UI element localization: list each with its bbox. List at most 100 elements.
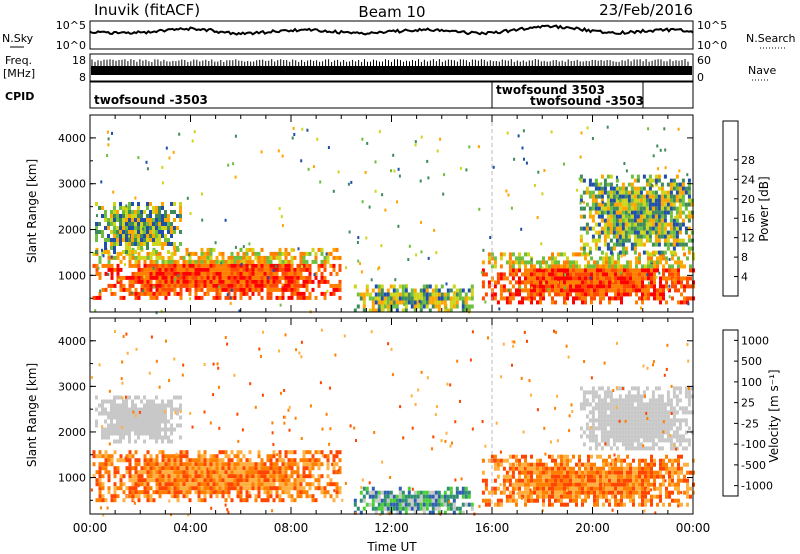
power-cell [191, 271, 195, 276]
power-cell [167, 287, 171, 292]
velocity-cell [335, 482, 339, 487]
power-cell [245, 279, 249, 284]
velocity-cell [290, 470, 294, 475]
velocity-cell [600, 410, 604, 415]
power-cell [227, 287, 231, 292]
power-cell [678, 169, 681, 173]
velocity-cell [591, 438, 595, 443]
power-cell [116, 238, 119, 242]
power-cell [306, 128, 309, 132]
velocity-cell [131, 466, 135, 471]
power-cell [587, 292, 590, 297]
velocity-cell [122, 498, 126, 503]
power-cell [449, 304, 453, 309]
velocity-cell [188, 462, 192, 467]
velocity-cell [227, 494, 231, 499]
velocity-cell [590, 466, 593, 471]
power-cell [566, 256, 569, 261]
power-cell [666, 222, 670, 227]
velocity-cell [158, 482, 162, 487]
velocity-cell [113, 427, 116, 432]
velocity-cell [209, 494, 213, 499]
velocity-cell [317, 486, 321, 491]
velocity-cell [521, 466, 524, 471]
velocity-cell [164, 458, 168, 463]
velocity-cell [600, 414, 604, 419]
power-cell [374, 189, 377, 193]
velocity-cell [585, 434, 589, 439]
velocity-cell [630, 394, 634, 399]
velocity-cell [617, 474, 620, 479]
power-cell [191, 139, 194, 143]
power-cell [113, 226, 116, 230]
velocity-cell [287, 482, 291, 487]
power-cell [287, 283, 291, 288]
power-cell [143, 263, 147, 268]
power-cell [585, 230, 589, 235]
velocity-cell [656, 470, 659, 475]
power-cell [200, 251, 204, 256]
power-cell [659, 276, 662, 281]
power-cell [251, 283, 255, 288]
power-cell [194, 279, 198, 284]
power-cell [254, 283, 258, 288]
power-cell [630, 210, 634, 215]
velocity-cell [678, 418, 682, 423]
power-cell [116, 263, 120, 268]
velocity-cell [609, 406, 613, 411]
velocity-cell [146, 411, 149, 416]
power-cell [627, 206, 631, 211]
velocity-cell [230, 474, 234, 479]
velocity-cell [515, 486, 518, 491]
velocity-cell [200, 466, 204, 471]
velocity-cell [182, 470, 186, 475]
power-cell [155, 287, 159, 292]
power-cell [564, 286, 567, 290]
velocity-cell [641, 458, 644, 463]
power-cell [170, 263, 174, 268]
velocity-cell [650, 454, 653, 459]
power-cell [675, 210, 679, 215]
velocity-cell [686, 502, 689, 507]
power-cell [149, 287, 153, 292]
power-cell [623, 162, 626, 165]
power-cell [603, 230, 607, 235]
power-cell [502, 272, 506, 277]
velocity-cell [176, 478, 180, 483]
velocity-cell [560, 478, 563, 483]
velocity-cell [606, 434, 610, 439]
velocity-cell [260, 466, 264, 471]
power-cell [665, 276, 668, 281]
velocity-cell [484, 498, 488, 503]
velocity-cell [618, 406, 622, 411]
velocity-cell [585, 402, 589, 407]
velocity-cell [521, 478, 524, 483]
velocity-cell [170, 439, 173, 444]
velocity-cell [266, 458, 270, 463]
velocity-cell [596, 498, 599, 503]
power-cell [413, 304, 417, 309]
velocity-cell [104, 462, 108, 467]
power-cell [221, 259, 225, 264]
power-cell [671, 296, 674, 301]
velocity-cell [110, 407, 113, 412]
power-cell [201, 192, 203, 196]
velocity-cell [245, 498, 249, 503]
power-cell [645, 250, 649, 255]
power-cell [686, 173, 689, 177]
velocity-cell [128, 407, 131, 412]
power-cell [588, 178, 592, 183]
power-cell [149, 210, 152, 214]
power-cell [639, 206, 643, 211]
power-cell [137, 263, 141, 268]
power-cell [389, 292, 393, 297]
power-cell [602, 296, 605, 301]
power-cell [455, 300, 459, 305]
power-cell [308, 291, 312, 296]
velocity-cell [95, 423, 98, 428]
velocity-cell [636, 418, 640, 423]
velocity-cell [678, 398, 682, 403]
velocity-cell [434, 502, 438, 507]
power-cell [651, 210, 655, 215]
velocity-cell [668, 502, 671, 507]
